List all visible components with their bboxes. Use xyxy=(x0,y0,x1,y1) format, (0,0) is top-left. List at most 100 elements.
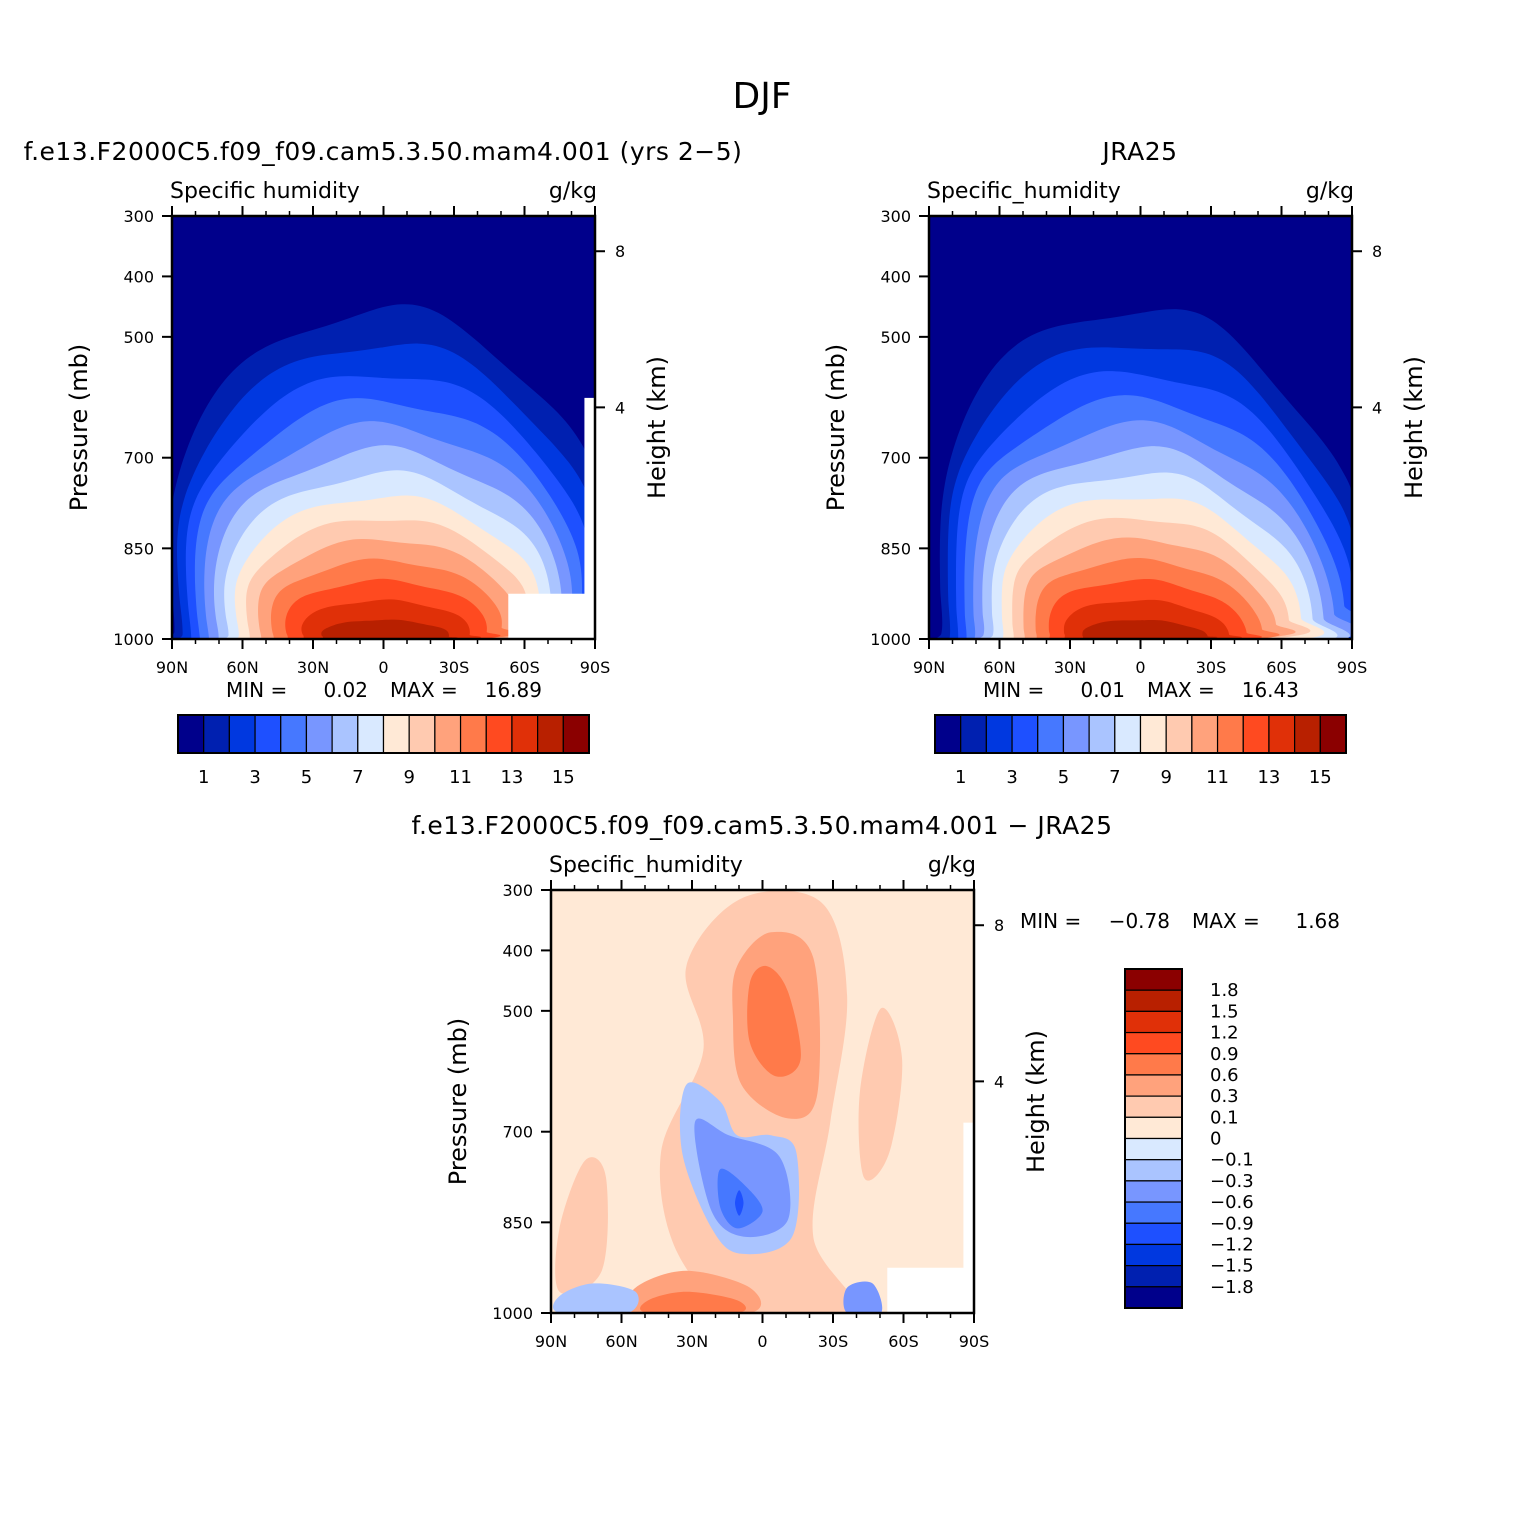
colorbar-box xyxy=(1037,714,1065,754)
colorbar-box xyxy=(1191,714,1219,754)
y-tick-label: 300 xyxy=(123,207,154,226)
y-axis-title: Pressure (mb) xyxy=(65,344,93,511)
y-axis-title: Pressure (mb) xyxy=(444,1018,472,1185)
colorbar-box xyxy=(1268,714,1296,754)
y-tick-label: 500 xyxy=(502,1002,533,1021)
colorbar-box xyxy=(331,714,359,754)
colorbar-label: 1 xyxy=(198,767,209,788)
colorbar-box xyxy=(1124,1137,1183,1161)
colorbar-box xyxy=(1088,714,1116,754)
colorbar-label: 11 xyxy=(449,767,472,788)
colorbar-box xyxy=(305,714,333,754)
colorbar-box xyxy=(1216,714,1244,754)
variable-label: Specific humidity xyxy=(170,179,360,204)
x-tick-label: 60N xyxy=(983,658,1015,677)
contour-band xyxy=(694,1118,791,1238)
colorbar-label: 0.6 xyxy=(1210,1065,1239,1086)
y2-tick-label: 4 xyxy=(994,1072,1004,1091)
colorbar-label: 1.5 xyxy=(1210,1001,1239,1022)
y-tick-label: 1000 xyxy=(113,630,154,649)
max-value: 16.43 xyxy=(1242,678,1299,702)
y-tick-label: 850 xyxy=(123,539,154,558)
x-tick-label: 30N xyxy=(1054,658,1086,677)
y-tick-label: 300 xyxy=(880,207,911,226)
x-tick-label: 90N xyxy=(535,1332,567,1351)
variable-label: Specific_humidity xyxy=(549,853,743,878)
colorbar-label: 0.1 xyxy=(1210,1107,1239,1128)
colorbar-label: −0.6 xyxy=(1210,1192,1254,1213)
colorbar-box xyxy=(1242,714,1270,754)
colorbar-box xyxy=(254,714,282,754)
colorbar-box xyxy=(203,714,230,754)
contour-band xyxy=(735,1190,744,1216)
min-label: MIN = xyxy=(226,678,287,702)
colorbar-label: 0 xyxy=(1210,1129,1221,1150)
x-tick-label: 30N xyxy=(676,1332,708,1351)
units-label: g/kg xyxy=(549,179,597,204)
x-tick-label: 60N xyxy=(226,658,258,677)
colorbar-box xyxy=(985,714,1013,754)
colorbar-box xyxy=(1124,1053,1183,1076)
y-tick-label: 300 xyxy=(502,881,533,900)
colorbar-label: 7 xyxy=(1109,767,1120,788)
y-tick-label: 500 xyxy=(880,328,911,347)
x-tick-label: 60S xyxy=(1266,658,1297,677)
x-tick-label: 60N xyxy=(605,1332,637,1351)
colorbar-label: 3 xyxy=(1006,767,1017,788)
contour-group xyxy=(553,890,974,1313)
x-tick-label: 60S xyxy=(509,658,540,677)
missing-data-region xyxy=(887,1267,974,1313)
max-label: MAX = xyxy=(1192,909,1260,933)
colorbar-box xyxy=(1124,1010,1183,1034)
contour-band xyxy=(747,965,801,1077)
colorbar-label: 15 xyxy=(552,767,575,788)
y2-tick-label: 8 xyxy=(994,916,1004,935)
colorbar-label: −1.2 xyxy=(1210,1234,1254,1255)
y-tick-label: 700 xyxy=(880,449,911,468)
colorbar-label: 1.2 xyxy=(1210,1023,1239,1044)
colorbar-box xyxy=(459,714,487,754)
colorbar-box xyxy=(357,714,385,754)
colorbar-box xyxy=(1319,714,1347,754)
colorbar-box xyxy=(1124,1222,1183,1246)
contour-band xyxy=(553,1283,639,1313)
colorbar-label: 13 xyxy=(1257,767,1280,788)
y-tick-label: 400 xyxy=(123,267,154,286)
y-tick-label: 500 xyxy=(123,328,154,347)
colorbar-box xyxy=(1124,989,1183,1012)
colorbar-box xyxy=(960,714,987,754)
x-tick-label: 30N xyxy=(297,658,329,677)
colorbar-frame xyxy=(1124,968,1183,1309)
panel-title: f.e13.F2000C5.f09_f09.cam5.3.50.mam4.001… xyxy=(24,137,743,166)
colorbar-box xyxy=(434,714,462,754)
colorbar-label: 15 xyxy=(1309,767,1332,788)
colorbar-box xyxy=(1124,1074,1183,1097)
y-tick-label: 400 xyxy=(502,941,533,960)
max-label: MAX = xyxy=(390,678,458,702)
colorbar-label: 5 xyxy=(301,767,312,788)
colorbar-label: −1.5 xyxy=(1210,1256,1254,1277)
colorbar-label: 0.9 xyxy=(1210,1044,1239,1065)
colorbar-box xyxy=(1124,1095,1183,1118)
y-tick-label: 1000 xyxy=(492,1304,533,1323)
contour-group xyxy=(934,309,1352,639)
max-label: MAX = xyxy=(1147,678,1215,702)
colorbar-frame xyxy=(177,714,590,754)
y-axis-title: Pressure (mb) xyxy=(822,344,850,511)
colorbar-box xyxy=(1124,1243,1183,1267)
colorbar-box xyxy=(1124,1031,1183,1055)
colorbar-box xyxy=(1124,1116,1183,1140)
colorbar-box xyxy=(1124,1180,1183,1203)
contour-band xyxy=(321,619,458,639)
colorbar-label: −0.3 xyxy=(1210,1171,1254,1192)
colorbar-box xyxy=(1124,968,1183,991)
contour-group xyxy=(172,304,595,639)
x-tick-label: 90N xyxy=(156,658,188,677)
diff-panel: 90N 60N 30N 0 30S 60S 90S 300 400 500 700 850 1000 8 4… xyxy=(411,811,1340,1351)
x-tick-label: 30S xyxy=(1196,658,1227,677)
colorbar-label: 13 xyxy=(500,767,523,788)
min-label: MIN = xyxy=(983,678,1044,702)
y-tick-label: 700 xyxy=(123,449,154,468)
x-tick-label: 90S xyxy=(1337,658,1368,677)
